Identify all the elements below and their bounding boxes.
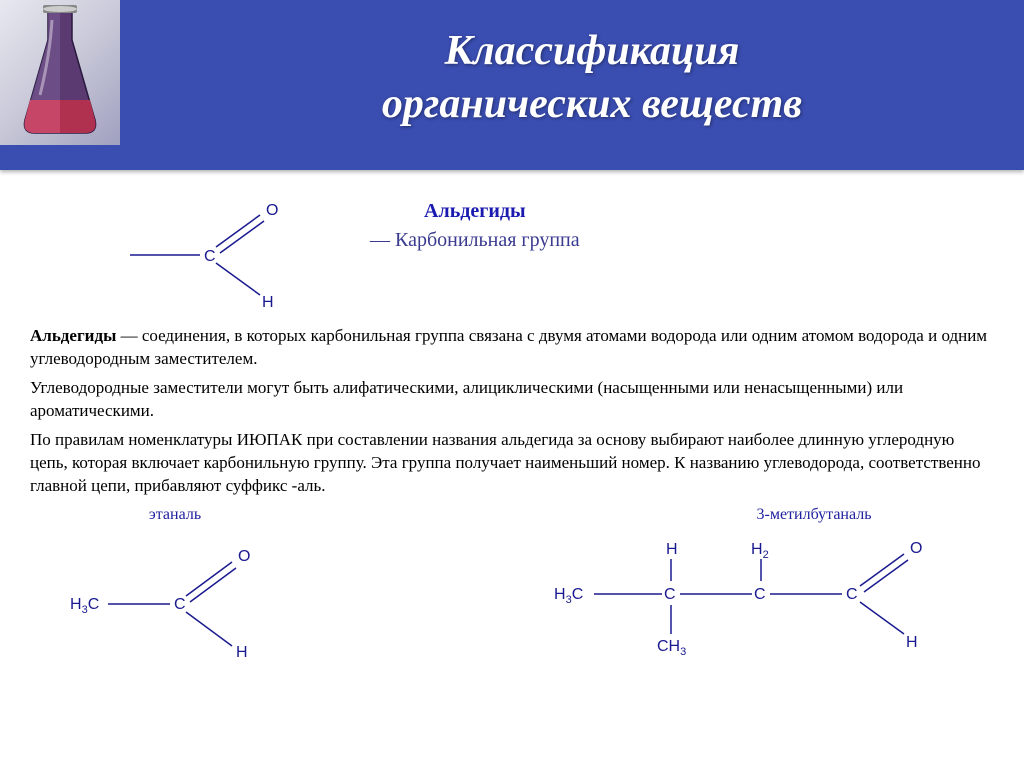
methylbutanal-structure: H3C C H CH3 C H2 C O H [544, 529, 964, 669]
methylbutanal-caption: 3-метилбутаналь [664, 506, 964, 524]
definition-text: — соединения, в которых карбонильная гру… [30, 326, 987, 368]
atom-c1: C [664, 586, 676, 603]
body-text: Альдегиды — соединения, в которых карбон… [30, 325, 994, 498]
paragraph-3: По правилам номенклатуры ИЮПАК при соста… [30, 429, 994, 498]
methylbutanal-block: 3-метилбутаналь H3C C H C [544, 506, 964, 669]
definition-lead: Альдегиды [30, 326, 116, 345]
ethanal-block: этаналь H3C C O H [60, 506, 290, 669]
title-line-1: Классификация [200, 25, 984, 78]
atom-h: H [236, 644, 248, 659]
main-content: C O H Альдегиды — Карбонильная группа Ал… [0, 170, 1024, 669]
atom-o: O [238, 548, 250, 565]
atom-h: H [262, 294, 274, 311]
atom-h3c: H3C [70, 596, 99, 616]
atom-c: C [204, 248, 216, 265]
atom-o-right: O [910, 540, 922, 557]
atom-c3: C [846, 586, 858, 603]
group-label-block: Альдегиды — Карбонильная группа [370, 195, 580, 252]
atom-ch3-down: CH3 [657, 638, 686, 658]
atom-h2-up: H2 [751, 541, 769, 561]
page-title: Классификация органических веществ [200, 25, 984, 130]
flask-icon [10, 5, 110, 140]
generic-aldehyde-structure: C O H [110, 195, 310, 315]
paragraph-2: Углеводородные заместители могут быть ал… [30, 377, 994, 423]
ethanal-structure: H3C C O H [60, 529, 290, 659]
ethanal-caption: этаналь [60, 506, 290, 524]
title-line-2: органических веществ [200, 78, 984, 131]
atom-c: C [174, 596, 186, 613]
title-banner: Классификация органических веществ [0, 0, 1024, 170]
atom-c2: C [754, 586, 766, 603]
atom-h-down-right: H [906, 634, 918, 651]
definition-paragraph: Альдегиды — соединения, в которых карбон… [30, 325, 994, 371]
compound-class: Альдегиды [370, 200, 580, 223]
flask-photo [0, 0, 120, 145]
atom-o: O [266, 202, 278, 219]
atom-h-up1: H [666, 541, 678, 558]
functional-group-row: C O H Альдегиды — Карбонильная группа [30, 195, 994, 315]
functional-group-name: — Карбонильная группа [370, 229, 580, 252]
examples-row: этаналь H3C C O H 3-метилбутаналь [30, 506, 994, 669]
atom-h3c-left: H3C [554, 586, 583, 606]
